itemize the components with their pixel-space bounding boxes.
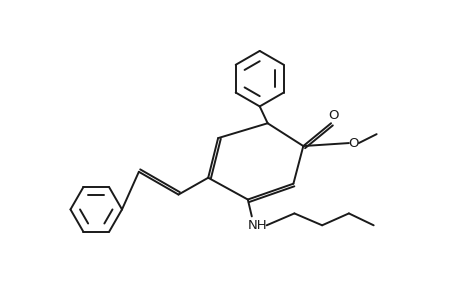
Text: NH: NH (247, 219, 267, 232)
Text: O: O (327, 109, 337, 122)
Text: O: O (348, 136, 358, 150)
